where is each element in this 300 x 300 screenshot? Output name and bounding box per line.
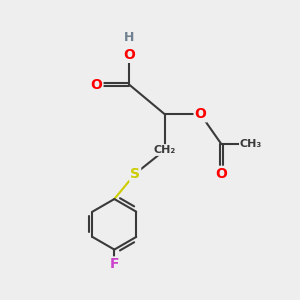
Text: O: O (123, 48, 135, 62)
Text: O: O (91, 78, 102, 92)
Text: H: H (124, 31, 134, 44)
Text: F: F (110, 257, 119, 272)
Text: S: S (130, 167, 140, 181)
Text: CH₃: CH₃ (240, 139, 262, 149)
Text: O: O (215, 167, 227, 181)
Text: O: O (195, 107, 206, 121)
Text: CH₂: CH₂ (154, 145, 176, 155)
